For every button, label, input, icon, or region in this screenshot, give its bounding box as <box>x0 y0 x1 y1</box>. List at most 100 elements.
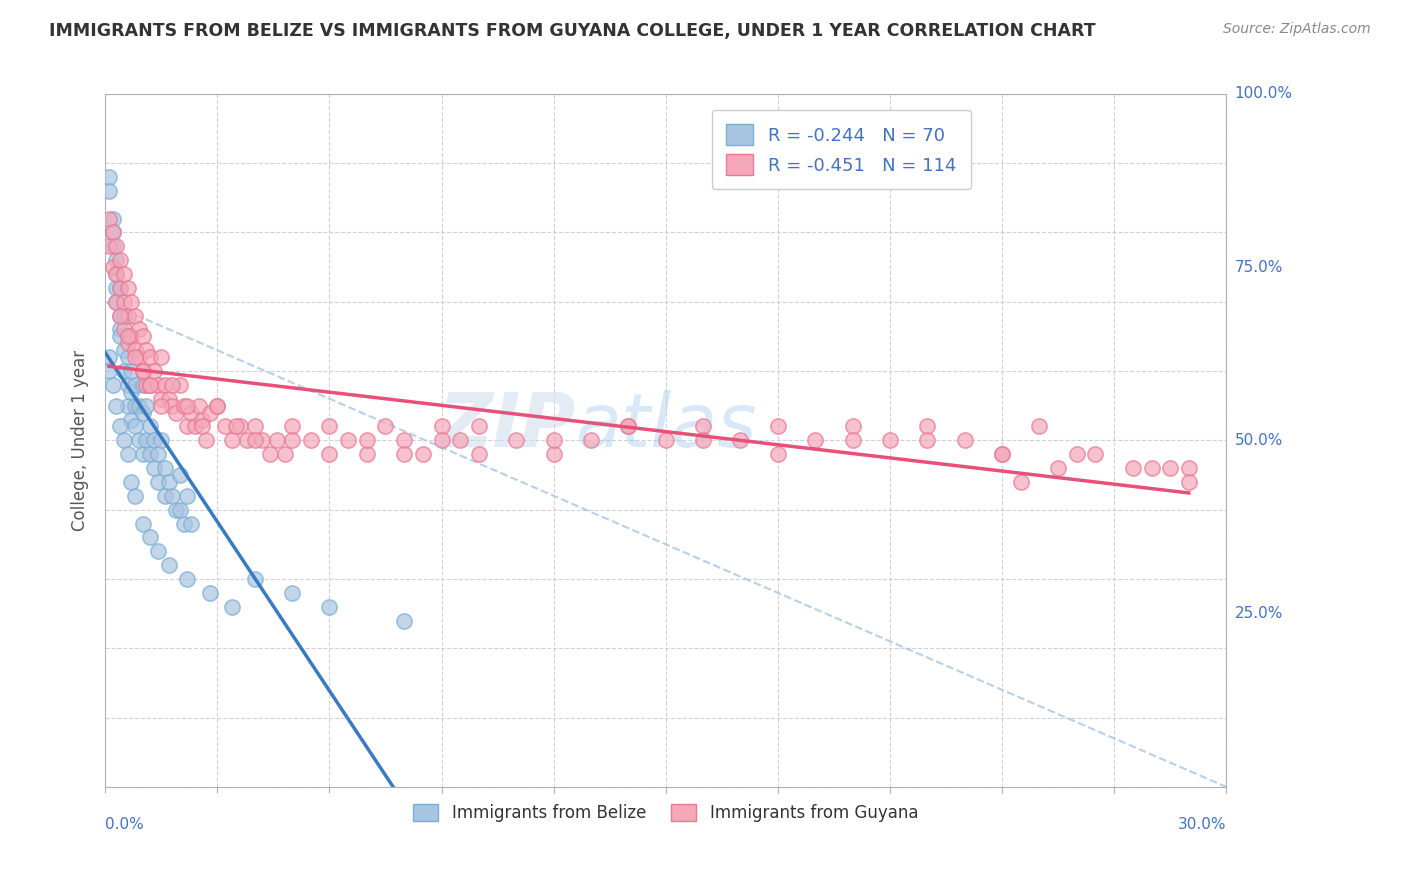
Point <box>120 384 142 399</box>
Point <box>112 343 135 358</box>
Point <box>105 281 128 295</box>
Point <box>176 572 198 586</box>
Point <box>243 434 266 448</box>
Point <box>105 253 128 268</box>
Point <box>281 586 304 600</box>
Point <box>117 350 139 364</box>
Point <box>131 364 153 378</box>
Point <box>135 399 157 413</box>
Point <box>236 434 259 448</box>
Point <box>1028 419 1050 434</box>
Point <box>101 260 124 274</box>
Point <box>101 211 124 226</box>
Text: atlas: atlas <box>576 391 758 462</box>
Point <box>112 294 135 309</box>
Point <box>187 399 209 413</box>
Point <box>131 364 153 378</box>
Text: 25.0%: 25.0% <box>1234 606 1282 621</box>
Point <box>112 322 135 336</box>
Point <box>392 434 415 448</box>
Point <box>1178 475 1201 489</box>
Point <box>207 399 229 413</box>
Point <box>120 364 142 378</box>
Point <box>108 419 131 434</box>
Point <box>135 343 157 358</box>
Point <box>150 392 173 406</box>
Point <box>468 419 491 434</box>
Point <box>173 516 195 531</box>
Point <box>1140 461 1163 475</box>
Point <box>195 434 218 448</box>
Point <box>180 516 202 531</box>
Point <box>153 378 176 392</box>
Point <box>579 434 602 448</box>
Point <box>176 419 198 434</box>
Text: Source: ZipAtlas.com: Source: ZipAtlas.com <box>1223 22 1371 37</box>
Point <box>108 329 131 343</box>
Point <box>131 516 153 531</box>
Point <box>692 434 714 448</box>
Point <box>142 364 165 378</box>
Point <box>617 419 640 434</box>
Point <box>120 329 142 343</box>
Point <box>221 599 243 614</box>
Point <box>128 322 150 336</box>
Point <box>165 502 187 516</box>
Point <box>139 530 162 544</box>
Point <box>105 294 128 309</box>
Point <box>124 419 146 434</box>
Point <box>105 399 128 413</box>
Point <box>131 378 153 392</box>
Point <box>543 434 565 448</box>
Point <box>117 329 139 343</box>
Point <box>392 614 415 628</box>
Point <box>505 434 527 448</box>
Point <box>108 281 131 295</box>
Point <box>117 336 139 351</box>
Point <box>105 294 128 309</box>
Point <box>139 419 162 434</box>
Point <box>117 399 139 413</box>
Point <box>97 239 120 253</box>
Point <box>146 475 169 489</box>
Text: 0.0%: 0.0% <box>105 817 143 832</box>
Text: 75.0%: 75.0% <box>1234 260 1282 275</box>
Point <box>131 447 153 461</box>
Point <box>135 378 157 392</box>
Point <box>468 447 491 461</box>
Point <box>150 350 173 364</box>
Text: ZIP: ZIP <box>439 390 576 463</box>
Point <box>105 267 128 281</box>
Point <box>135 434 157 448</box>
Point <box>412 447 434 461</box>
Point <box>374 419 396 434</box>
Point <box>142 461 165 475</box>
Point <box>1178 461 1201 475</box>
Point <box>449 434 471 448</box>
Point <box>157 392 180 406</box>
Point <box>117 378 139 392</box>
Point <box>97 169 120 184</box>
Point <box>101 239 124 253</box>
Point <box>214 419 236 434</box>
Point <box>157 475 180 489</box>
Point <box>991 447 1014 461</box>
Point <box>157 558 180 573</box>
Point <box>124 489 146 503</box>
Point <box>108 281 131 295</box>
Point <box>108 309 131 323</box>
Point <box>1084 447 1107 461</box>
Point <box>117 329 139 343</box>
Point <box>120 475 142 489</box>
Point <box>841 419 863 434</box>
Point <box>117 447 139 461</box>
Point <box>139 350 162 364</box>
Point <box>124 343 146 358</box>
Point <box>150 434 173 448</box>
Point <box>318 419 340 434</box>
Point <box>105 267 128 281</box>
Point <box>169 468 191 483</box>
Point <box>124 309 146 323</box>
Point <box>1122 461 1144 475</box>
Point <box>766 419 789 434</box>
